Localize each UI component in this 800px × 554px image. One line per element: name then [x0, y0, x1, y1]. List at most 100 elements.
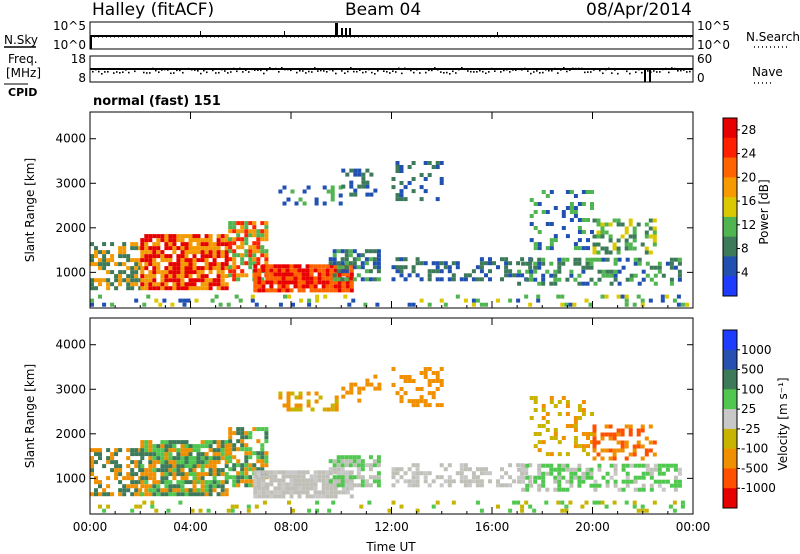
scatter-cell: [156, 282, 161, 287]
scatter-cell: [246, 504, 251, 509]
scatter-cell: [415, 261, 420, 266]
scatter-cell: [573, 428, 578, 432]
scatter-cell: [577, 226, 582, 230]
scatter-cell: [172, 448, 177, 453]
scatter-cell: [357, 390, 362, 395]
scatter-cell: [624, 246, 629, 251]
scatter-cell: [90, 472, 94, 477]
scatter-cell: [348, 471, 353, 476]
scatter-cell: [475, 479, 480, 484]
scatter-cell: [114, 448, 119, 453]
scatter-cell: [435, 161, 440, 165]
scatter-cell: [200, 444, 205, 449]
scatter-cell: [224, 250, 229, 255]
scatter-cell: [261, 288, 266, 293]
scatter-cell: [140, 464, 145, 469]
nsky-spike: [200, 31, 201, 36]
scatter-cell: [508, 463, 513, 468]
scatter-cell: [160, 492, 165, 497]
scatter-cell: [616, 448, 621, 453]
scatter-cell: [293, 486, 298, 491]
scatter-cell: [329, 288, 334, 293]
scatter-cell: [673, 487, 678, 492]
scatter-cell: [281, 284, 286, 289]
scatter-cell: [415, 273, 420, 278]
scatter-cell: [673, 463, 678, 468]
scatter-cell: [492, 261, 496, 266]
scatter-cell: [208, 468, 213, 473]
scatter-cell: [212, 480, 217, 485]
scatter-cell: [152, 254, 157, 259]
nave-point: [437, 68, 439, 71]
scatter-cell: [533, 479, 538, 484]
scatter-cell: [224, 238, 229, 243]
scatter-cell: [419, 197, 424, 202]
scatter-cell: [164, 456, 169, 461]
scatter-cell: [356, 463, 361, 468]
scatter-cell: [106, 262, 111, 267]
scatter-cell: [106, 456, 111, 461]
scatter-cell: [352, 277, 357, 282]
scatter-cell: [156, 262, 161, 267]
scatter-cell: [138, 448, 143, 453]
scatter-cell: [504, 273, 509, 278]
scatter-cell: [298, 391, 303, 396]
scatter-cell: [232, 221, 237, 226]
scatter-cell: [232, 237, 237, 242]
scatter-cell: [114, 262, 119, 267]
nsky-spike: [284, 31, 285, 36]
scatter-cell: [407, 375, 412, 379]
scatter-cell: [590, 190, 594, 194]
scatter-cell: [252, 241, 257, 246]
scatter-cell: [641, 277, 646, 282]
scatter-cell: [188, 270, 193, 275]
scatter-cell: [289, 288, 294, 293]
nave-point: [578, 67, 580, 70]
scatter-cell: [168, 246, 173, 251]
scatter-cell: [586, 436, 590, 440]
scatter-cell: [264, 463, 269, 468]
scatter-cell: [216, 492, 221, 497]
scatter-cell: [533, 242, 538, 247]
scatter-cell: [232, 463, 237, 468]
scatter-cell: [455, 261, 460, 266]
scatter-cell: [122, 270, 127, 275]
scatter-cell: [387, 508, 392, 513]
scatter-cell: [600, 500, 605, 505]
scatter-cell: [577, 261, 582, 266]
scatter-cell: [301, 478, 306, 483]
scatter-cell: [285, 280, 290, 285]
scatter-cell: [376, 483, 381, 488]
nave-point: [392, 70, 394, 72]
scatter-cell: [192, 270, 197, 275]
scatter-cell: [443, 265, 448, 270]
scatter-cell: [200, 246, 205, 251]
scatter-cell: [321, 276, 326, 281]
scatter-cell: [172, 242, 177, 247]
scatter-cell: [176, 448, 181, 453]
freq-panel: Freq. [MHz] 18 8 60 0 Nave CPID normal (…: [4, 52, 783, 109]
scatter-cell: [333, 268, 338, 273]
scatter-cell: [164, 254, 169, 259]
scatter-cell: [585, 261, 590, 266]
nave-point: [104, 71, 106, 73]
nave-point: [338, 68, 340, 70]
scatter-cell: [665, 261, 670, 266]
scatter-cell: [309, 268, 314, 273]
scatter-cell: [168, 440, 173, 445]
scatter-cell: [264, 257, 269, 262]
scatter-cell: [293, 268, 298, 273]
scatter-cell: [309, 288, 314, 293]
scatter-cell: [620, 294, 625, 299]
scatter-cell: [313, 494, 318, 499]
scatter-cell: [184, 476, 189, 481]
scatter-cell: [573, 261, 578, 266]
scatter-cell: [330, 407, 335, 412]
scatter-cell: [264, 451, 269, 456]
scatter-cell: [297, 490, 302, 495]
nsky-spike: [345, 28, 347, 36]
colorbar-segment: [723, 468, 737, 489]
scatter-cell: [585, 475, 590, 480]
scatter-cell: [609, 281, 614, 286]
